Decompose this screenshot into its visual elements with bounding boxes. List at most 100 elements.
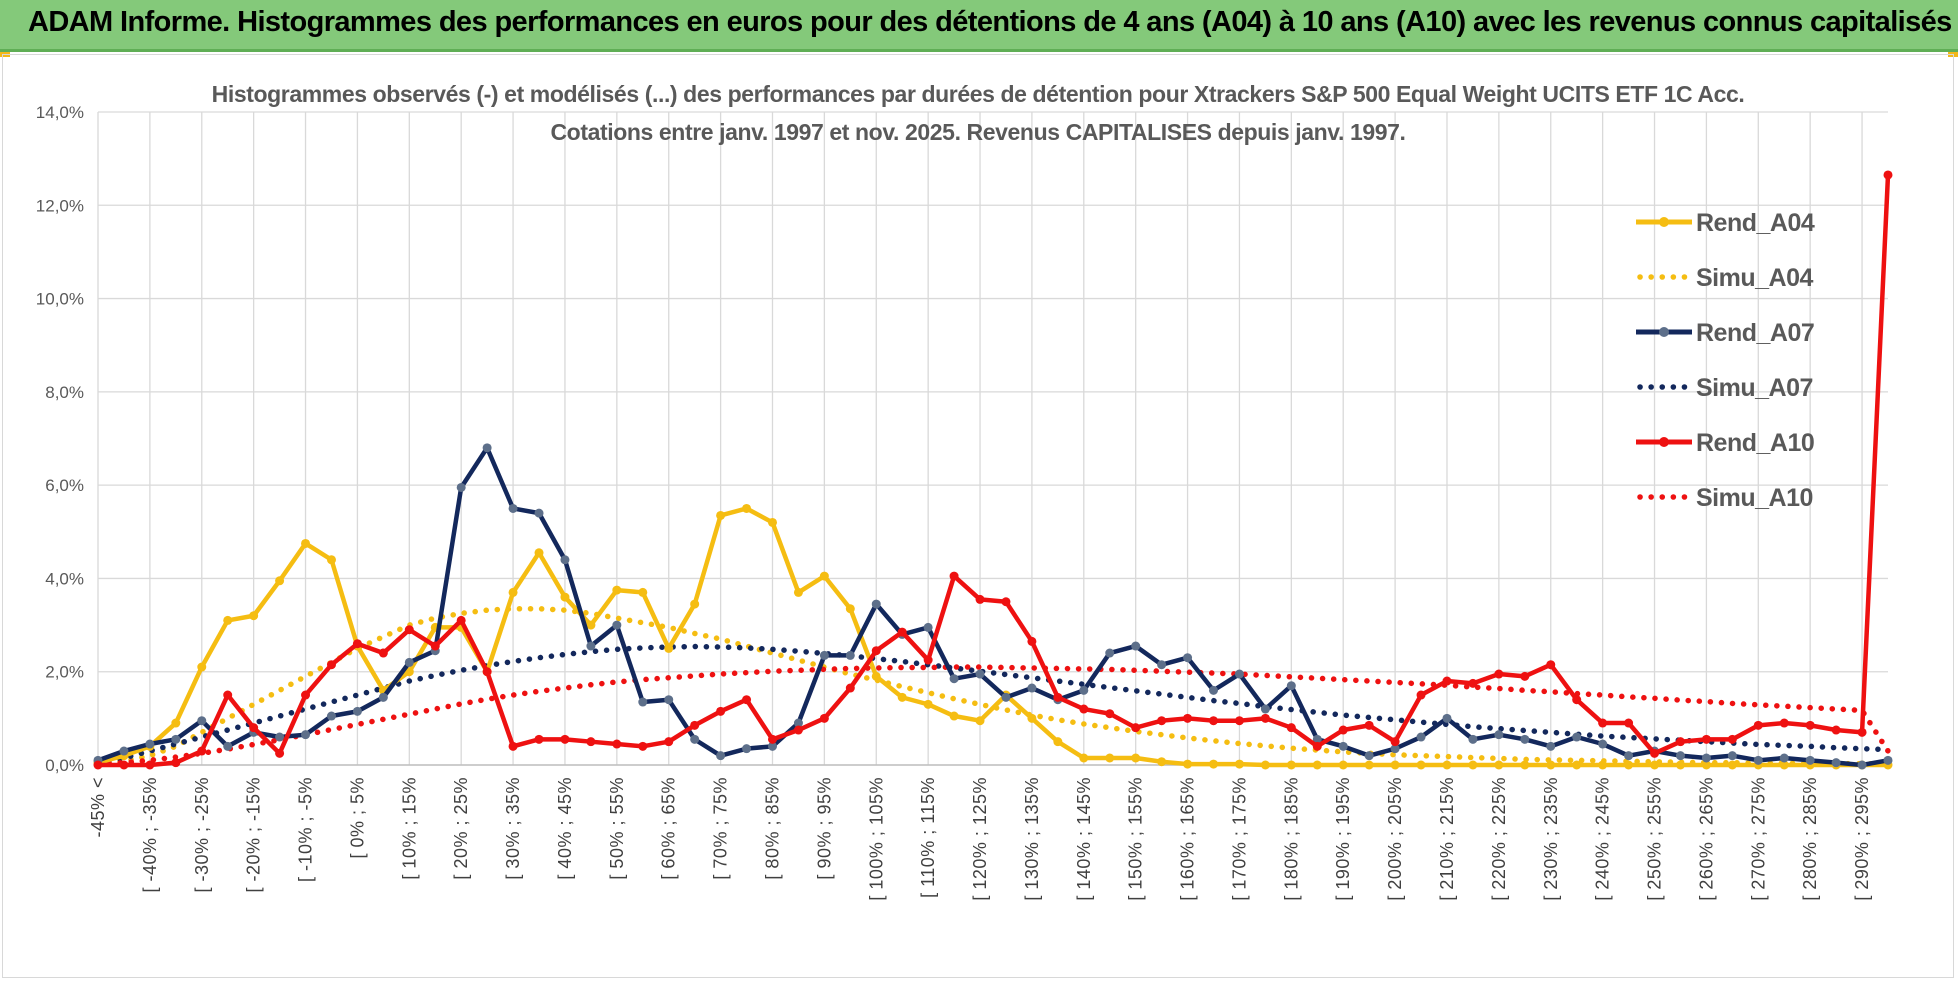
series-rend-a07-point [793,718,803,728]
series-simu-a10-line [95,664,1891,767]
x-tick-label: [ 40% ; 45% [555,777,575,880]
series-rend-a04-point [560,592,570,602]
series-rend-a10-point [1234,716,1244,726]
series-rend-a07-point [1209,685,1219,695]
series-rend-a07-point [1831,758,1841,768]
series-rend-a07-point [1364,751,1374,761]
series-rend-a07-point [716,751,726,761]
x-tick-label: [ 60% ; 65% [659,777,679,880]
series-rend-a07-point [1675,751,1685,761]
series-rend-a10-point [1779,718,1789,728]
series-rend-a07-point [1079,685,1089,695]
series-rend-a04-point [197,662,207,672]
series-rend-a07-point [1312,734,1322,744]
series-rend-a10-point [534,734,544,744]
series-rend-a04-point [301,538,311,548]
series-rend-a04-point [664,643,674,653]
series-rend-a04-point [1234,759,1244,769]
series-rend-a10-point [1390,737,1400,747]
series-rend-a07-point [1624,751,1634,761]
x-tick-label: [ 230% ; 235% [1541,777,1561,901]
series-rend-a07-point [1727,751,1737,761]
series-rend-a10-point [1131,723,1141,733]
series-simu-a07-line [95,643,1891,766]
series-rend-a10-point [560,734,570,744]
series-rend-a07-point [1520,734,1530,744]
x-tick-label: [ 90% ; 95% [814,777,834,880]
y-tick-label: 12,0% [36,196,84,215]
series-rend-a07-point [690,734,700,744]
legend-simu-a10-label: Simu_A10 [1696,484,1813,512]
series-rend-a04-point [975,716,985,726]
series-rend-a04-point [1727,760,1737,770]
series-rend-a07-point [767,741,777,751]
series-rend-a10-point [301,690,311,700]
series-rend-a04-point [326,555,336,565]
series-rend-a07-point [1468,734,1478,744]
series-rend-a07-point [1234,669,1244,679]
legend-rend-a10-marker [1659,437,1669,447]
series-rend-a10-point [742,695,752,705]
series-rend-a10-point [1727,734,1737,744]
series-rend-a10-point [249,723,259,733]
series-rend-a04-point [508,587,518,597]
x-tick-label: [ 210% ; 215% [1437,777,1457,901]
series-rend-a04-point [1650,760,1660,770]
y-tick-label: 4,0% [45,569,84,588]
x-tick-label: [ 170% ; 175% [1229,777,1249,901]
x-tick-label: [ 10% ; 15% [399,777,419,880]
series-rend-a04-point [1105,753,1115,763]
series-rend-a04-point [1390,760,1400,770]
series-rend-a07-point [1805,755,1815,765]
x-tick-label: [ 200% ; 205% [1385,777,1405,901]
series-rend-a04-point [1701,760,1711,770]
x-tick-label: [ 280% ; 285% [1800,777,1820,901]
series-rend-a04-point [249,611,259,621]
series-rend-a04-point [1260,760,1270,770]
series-rend-a10-point [845,683,855,693]
x-tick-label: [ 180% ; 185% [1281,777,1301,901]
y-tick-label: 0,0% [45,756,84,775]
series-rend-a10-point [1105,709,1115,719]
series-rend-a07-point [612,620,622,630]
legend: Rend_A04 Simu_A04 Rend_A07 Simu_A07 Rend_A10… [1636,209,1815,512]
series-rend-a07-point [1753,755,1763,765]
series-rend-a07-point [1105,648,1115,658]
series-rend-a07-point [223,741,233,751]
gridlines [97,111,1888,766]
series-rend-a07-point [145,739,155,749]
series-rend-a04-point [845,604,855,614]
series-rend-a07-line [97,445,1889,768]
series-rend-a10-point [664,737,674,747]
series-rend-a04-point [1079,753,1089,763]
x-tick-label: [ 290% ; 295% [1852,777,1872,901]
series-rend-a07-point [508,503,518,513]
x-tick-label: -45% < [88,777,108,838]
legend-rend-a07-marker [1659,327,1669,337]
x-tick-label: [ 110% ; 115% [918,777,938,898]
series-rend-a07-point [1442,713,1452,723]
series-rend-a04-point [1416,760,1426,770]
series-rend-a10-point [1027,636,1037,646]
series-rend-a10-point [1157,716,1167,726]
series-rend-a10-point [1805,720,1815,730]
x-tick-label: [ 260% ; 265% [1696,777,1716,901]
x-tick-label: [ 30% ; 35% [503,777,523,880]
x-tick-label: [ 120% ; 125% [970,777,990,901]
series-rend-a04-point [897,692,907,702]
report-title: ADAM Informe. Histogrammes des performan… [28,6,1952,38]
series-rend-a04-point [793,587,803,597]
x-tick-label: [ 220% ; 225% [1489,777,1509,901]
series-rend-a10-point [482,667,492,677]
series-rend-a10-point [119,760,129,770]
series-rend-a04-point [612,585,622,595]
legend-rend-a04-label: Rend_A04 [1696,209,1815,237]
series-rend-a10-point [1753,720,1763,730]
series-rend-a10-point [1053,692,1063,702]
series-rend-a04-point [223,615,233,625]
series-rend-a07-point [1001,692,1011,702]
series-rend-a07-point [1390,744,1400,754]
series-rend-a04-point [1364,760,1374,770]
series-rend-a04-point [534,548,544,558]
series-rend-a07-point [1183,653,1193,663]
